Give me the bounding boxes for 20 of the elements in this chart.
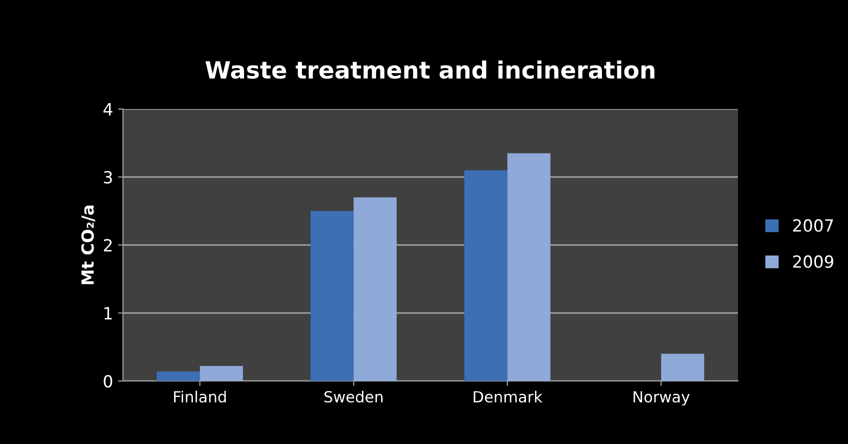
legend-label: 2007 bbox=[793, 219, 833, 232]
chart-title: Waste treatment and incineration bbox=[205, 60, 654, 79]
x-tick-label: Denmark bbox=[474, 390, 542, 403]
legend-label: 2009 bbox=[793, 255, 834, 268]
y-tick-label: 0 bbox=[104, 374, 112, 388]
x-tick-label: Sweden bbox=[324, 390, 383, 403]
bar bbox=[661, 354, 704, 381]
bar bbox=[200, 366, 243, 381]
y-tick-label: 2 bbox=[104, 238, 112, 252]
bar bbox=[464, 170, 508, 381]
y-tick-label: 1 bbox=[104, 307, 112, 320]
y-axis-title: Mt CO₂/a bbox=[81, 206, 96, 284]
y-tick-label: 3 bbox=[104, 170, 112, 184]
x-tick-label: Finland bbox=[174, 390, 226, 403]
bar bbox=[507, 153, 550, 381]
bar bbox=[354, 197, 397, 381]
x-tick-label: Norway bbox=[634, 391, 690, 406]
y-tick-label: 4 bbox=[103, 103, 112, 116]
bar bbox=[310, 211, 354, 381]
bar bbox=[156, 371, 200, 381]
